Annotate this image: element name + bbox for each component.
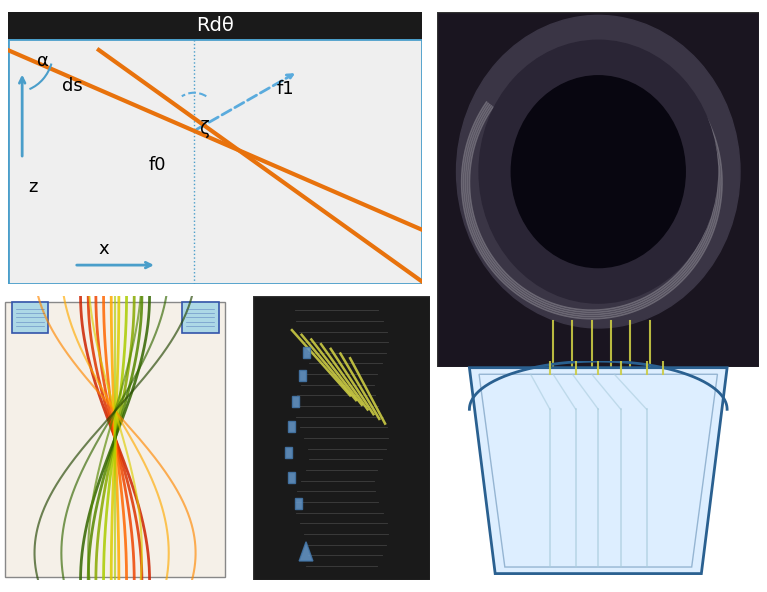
FancyBboxPatch shape [5, 302, 225, 577]
FancyBboxPatch shape [437, 12, 759, 367]
FancyBboxPatch shape [182, 302, 219, 333]
Circle shape [512, 76, 685, 268]
Text: ζ: ζ [200, 120, 210, 139]
FancyBboxPatch shape [253, 296, 430, 580]
Text: Rdθ: Rdθ [196, 16, 234, 35]
Circle shape [456, 15, 740, 328]
Text: α: α [37, 52, 48, 70]
Polygon shape [469, 368, 727, 574]
FancyBboxPatch shape [12, 302, 48, 333]
Text: ds: ds [61, 77, 82, 95]
FancyBboxPatch shape [8, 39, 422, 284]
Text: x: x [99, 240, 110, 258]
Text: f0: f0 [149, 156, 166, 174]
Circle shape [479, 40, 717, 303]
Text: z: z [28, 178, 38, 195]
Text: f1: f1 [277, 79, 295, 98]
FancyBboxPatch shape [8, 12, 422, 39]
